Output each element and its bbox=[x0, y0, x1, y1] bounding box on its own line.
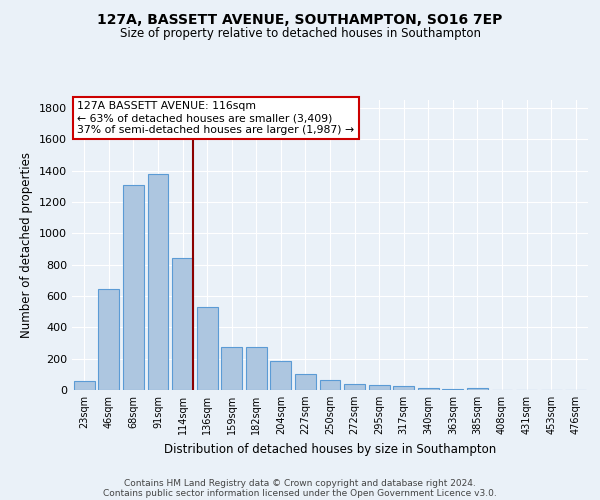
X-axis label: Distribution of detached houses by size in Southampton: Distribution of detached houses by size … bbox=[164, 442, 496, 456]
Text: Contains public sector information licensed under the Open Government Licence v3: Contains public sector information licen… bbox=[103, 488, 497, 498]
Bar bbox=[246, 347, 267, 390]
Bar bbox=[320, 380, 340, 390]
Bar bbox=[172, 258, 193, 390]
Bar bbox=[74, 382, 95, 390]
Bar bbox=[393, 386, 414, 390]
Text: 127A, BASSETT AVENUE, SOUTHAMPTON, SO16 7EP: 127A, BASSETT AVENUE, SOUTHAMPTON, SO16 … bbox=[97, 12, 503, 26]
Text: 127A BASSETT AVENUE: 116sqm
← 63% of detached houses are smaller (3,409)
37% of : 127A BASSETT AVENUE: 116sqm ← 63% of det… bbox=[77, 102, 354, 134]
Bar bbox=[98, 289, 119, 390]
Bar bbox=[442, 388, 463, 390]
Bar bbox=[197, 307, 218, 390]
Bar bbox=[368, 384, 389, 390]
Bar bbox=[221, 347, 242, 390]
Text: Contains HM Land Registry data © Crown copyright and database right 2024.: Contains HM Land Registry data © Crown c… bbox=[124, 478, 476, 488]
Bar bbox=[123, 184, 144, 390]
Bar bbox=[271, 361, 292, 390]
Bar bbox=[344, 384, 365, 390]
Bar bbox=[467, 388, 488, 390]
Text: Size of property relative to detached houses in Southampton: Size of property relative to detached ho… bbox=[119, 28, 481, 40]
Bar bbox=[418, 388, 439, 390]
Bar bbox=[148, 174, 169, 390]
Y-axis label: Number of detached properties: Number of detached properties bbox=[20, 152, 34, 338]
Bar bbox=[295, 374, 316, 390]
